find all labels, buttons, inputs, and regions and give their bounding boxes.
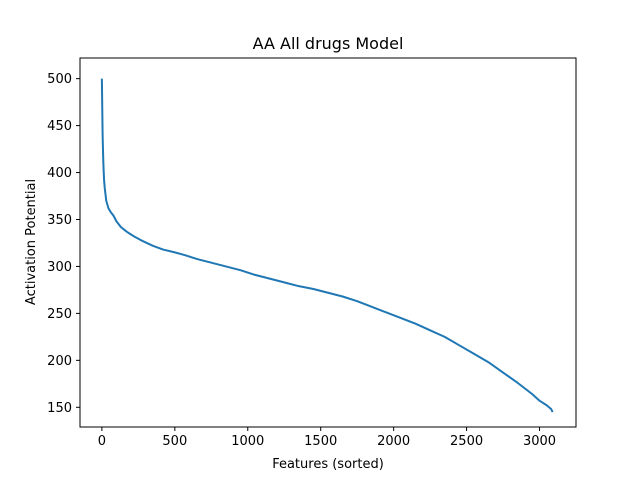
x-tick-label: 3000 (523, 434, 556, 449)
series-line-0 (100, 78, 554, 413)
x-tick-label: 1000 (231, 434, 264, 449)
series-layer (100, 78, 554, 413)
y-tick-label: 300 (47, 260, 72, 275)
y-axis: 150 200 250 300 350 400 450 500 (47, 72, 80, 416)
y-tick-label: 250 (47, 307, 72, 322)
x-tick-label: 2500 (450, 434, 483, 449)
y-tick-label: 400 (47, 166, 72, 181)
x-axis-label: Features (sorted) (272, 457, 384, 472)
x-axis: 0 500 1000 1500 2000 2500 3000 (98, 427, 556, 449)
y-tick-label: 500 (47, 72, 72, 87)
chart-title: AA All drugs Model (253, 34, 404, 53)
x-tick-label: 500 (162, 434, 187, 449)
y-tick-label: 350 (47, 213, 72, 228)
x-tick-label: 1500 (304, 434, 337, 449)
y-tick-label: 200 (47, 354, 72, 369)
y-tick-label: 450 (47, 119, 72, 134)
y-axis-label: Activation Potential (24, 179, 39, 305)
x-tick-label: 2000 (377, 434, 410, 449)
y-tick-label: 150 (47, 401, 72, 416)
x-tick-label: 0 (98, 434, 106, 449)
